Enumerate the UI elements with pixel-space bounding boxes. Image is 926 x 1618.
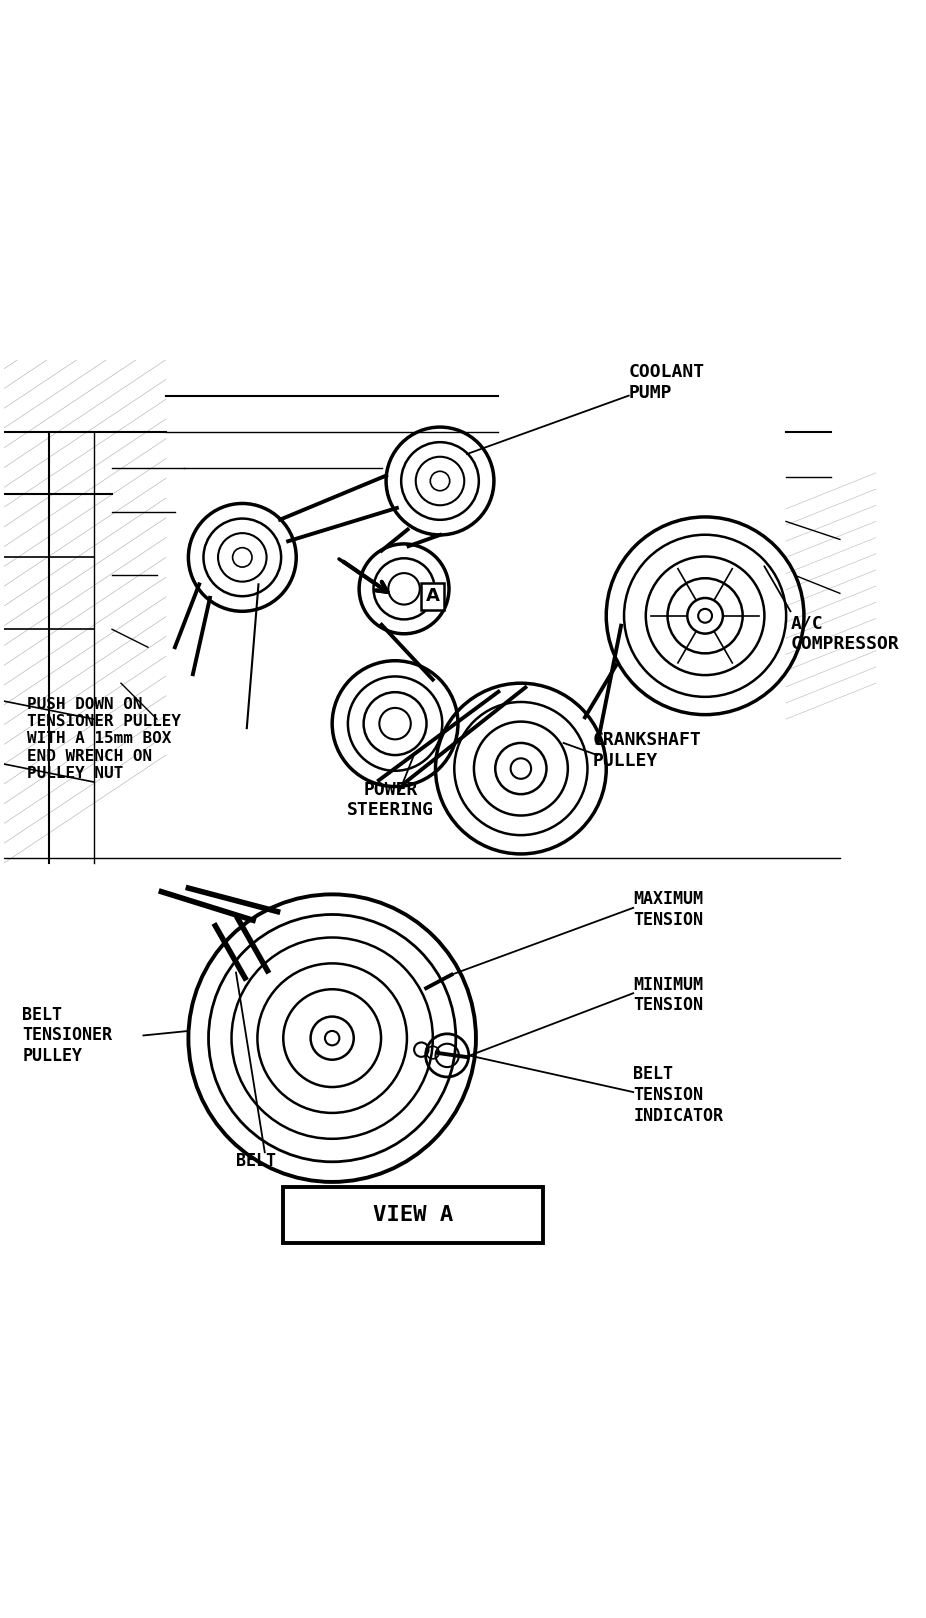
Text: BELT
TENSION
INDICATOR: BELT TENSION INDICATOR — [633, 1065, 723, 1125]
Text: MINIMUM
TENSION: MINIMUM TENSION — [633, 976, 703, 1014]
Text: COOLANT
PUMP: COOLANT PUMP — [629, 362, 705, 401]
Text: POWER
STEERING: POWER STEERING — [347, 780, 434, 819]
Text: PUSH DOWN ON
TENSIONER PULLEY
WITH A 15mm BOX
END WRENCH ON
PULLEY NUT: PUSH DOWN ON TENSIONER PULLEY WITH A 15m… — [27, 697, 181, 781]
FancyBboxPatch shape — [282, 1188, 544, 1243]
Text: A/C
COMPRESSOR: A/C COMPRESSOR — [791, 615, 899, 654]
Text: BELT: BELT — [236, 1152, 276, 1170]
Text: MAXIMUM
TENSION: MAXIMUM TENSION — [633, 890, 703, 929]
Text: A: A — [426, 587, 440, 605]
Text: CRANKSHAFT
PULLEY: CRANKSHAFT PULLEY — [593, 731, 702, 770]
Text: BELT
TENSIONER
PULLEY: BELT TENSIONER PULLEY — [22, 1006, 112, 1065]
Text: VIEW A: VIEW A — [373, 1205, 453, 1225]
